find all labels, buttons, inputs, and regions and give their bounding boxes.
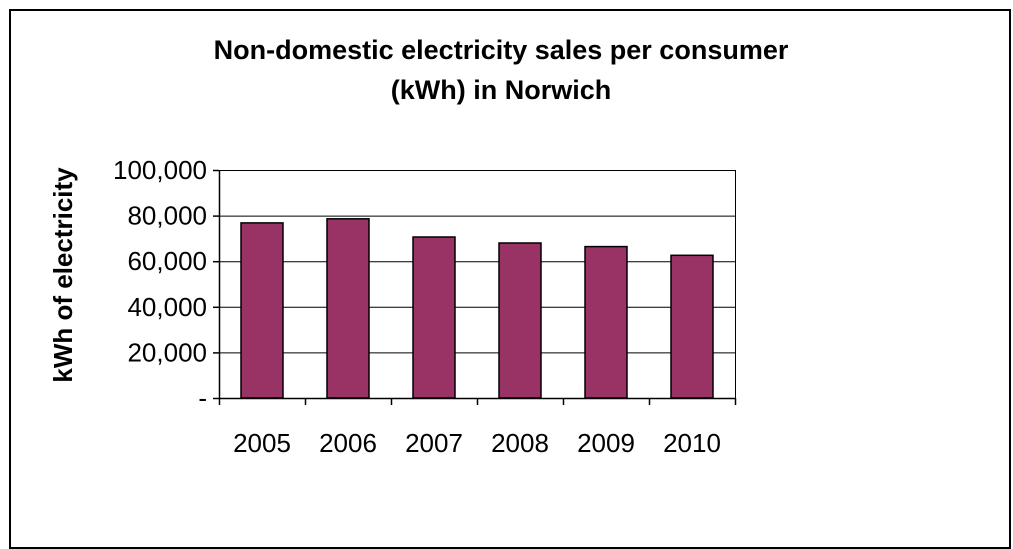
bar-2007 [412, 236, 456, 399]
x-tick-labels: 2005 2006 2007 2008 2009 2010 [233, 428, 721, 458]
x-tick-label: 2006 [319, 428, 377, 458]
bar-2005 [240, 222, 284, 399]
x-tick-label: 2009 [577, 428, 635, 458]
y-tick-labels: - 20,000 40,000 60,000 80,000 100,000 [113, 155, 207, 413]
y-axis-label: kWh of electricity [48, 167, 78, 383]
y-tick-label: 100,000 [113, 155, 207, 185]
y-tick-label: 20,000 [127, 337, 207, 367]
y-tick-label: 60,000 [127, 246, 207, 276]
x-tick-label: 2008 [491, 428, 549, 458]
chart-title-line-1: Non-domestic electricity sales per consu… [214, 35, 789, 65]
x-tick-label: 2010 [663, 428, 721, 458]
axes [213, 169, 737, 405]
bar-chart: Non-domestic electricity sales per consu… [48, 35, 789, 458]
bar-2008 [498, 242, 542, 399]
bar-2009 [584, 245, 628, 399]
y-tick-label: 40,000 [127, 292, 207, 322]
x-tick-label: 2005 [233, 428, 291, 458]
chart-title-line-2: (kWh) in Norwich [391, 75, 611, 105]
y-tick-label: 80,000 [127, 201, 207, 231]
bar-2010 [670, 254, 714, 399]
gridlines [219, 170, 736, 398]
bars [240, 218, 714, 399]
x-tick-label: 2007 [405, 428, 463, 458]
y-tick-label: - [198, 383, 207, 413]
bar-2006 [326, 218, 370, 399]
